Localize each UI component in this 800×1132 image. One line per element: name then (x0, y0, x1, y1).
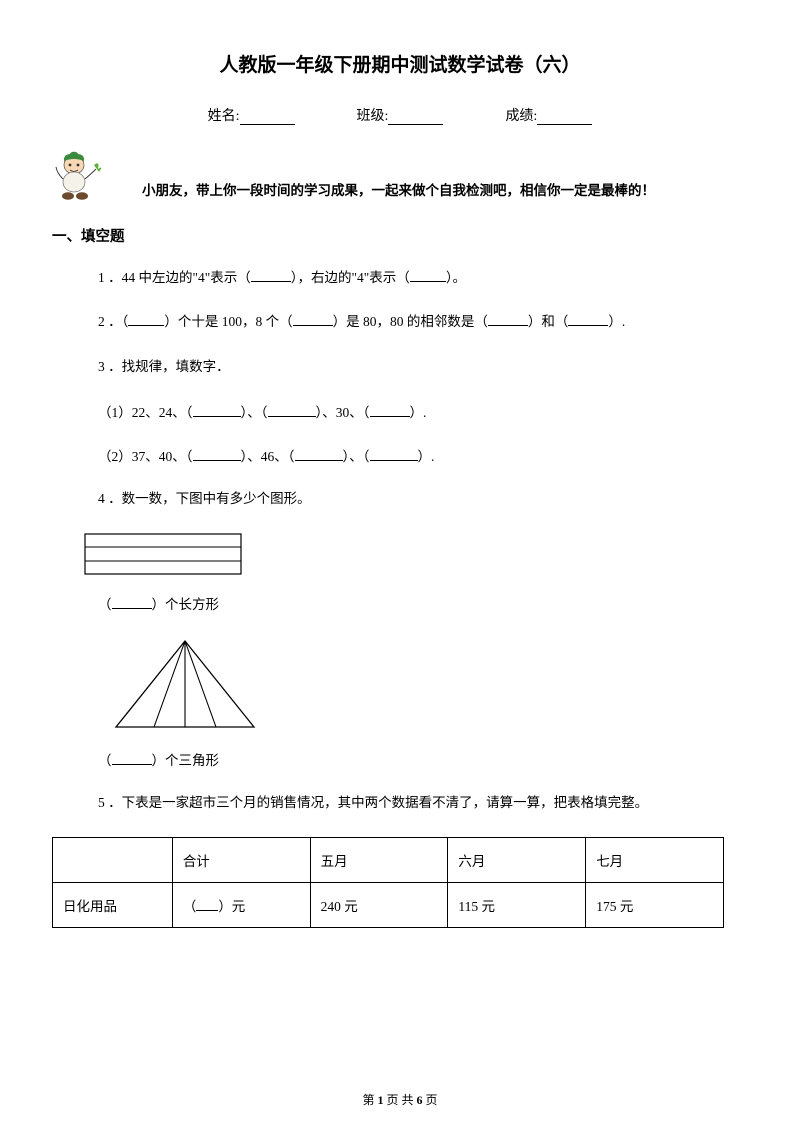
f-p3: 页 (423, 1093, 438, 1107)
r1c2b: ）元 (218, 899, 245, 914)
name-blank[interactable] (240, 111, 295, 125)
section-header-1: 一、填空题 (52, 225, 740, 246)
name-label: 姓名: (208, 105, 240, 125)
q3b-blank2[interactable] (295, 448, 343, 461)
table-row: 日化用品 （ ）元 240 元 115 元 175 元 (53, 883, 724, 928)
question-3-1: （1）22、24、（ ）、（ ）、30、（ ）. (98, 401, 740, 421)
q4-num: 4 ． (98, 491, 122, 506)
question-2: 2 ．（ ）个十是 100，8 个（ ）是 80，80 的相邻数是（ ）和（ ）. (98, 312, 740, 332)
score-blank[interactable] (537, 111, 592, 125)
rectangle-figure (84, 533, 740, 575)
q3a-p2: ）、（ (241, 405, 268, 420)
q3a-blank1[interactable] (193, 404, 241, 417)
class-label: 班级: (357, 105, 389, 125)
q3b-blank3[interactable] (370, 448, 418, 461)
th-jun: 六月 (448, 838, 586, 883)
q1-p2: ），右边的"4"表示（ (291, 270, 410, 285)
q1-num: 1 ． (98, 270, 122, 285)
page-title: 人教版一年级下册期中测试数学试卷（六） (60, 50, 740, 77)
q3-text: 找规律，填数字． (122, 359, 230, 374)
mascot-icon (54, 147, 106, 203)
q3a-p3: ）、30、（ (316, 405, 370, 420)
th-jul: 七月 (586, 838, 724, 883)
sales-table: 合计 五月 六月 七月 日化用品 （ ）元 240 元 115 元 175 元 (52, 837, 724, 928)
question-1: 1 ．44 中左边的"4"表示（ ），右边的"4"表示（ ）。 (98, 268, 740, 288)
rect-blank[interactable] (112, 596, 152, 609)
triangle-figure (110, 637, 740, 731)
info-line: 姓名: 班级: 成绩: (60, 105, 740, 125)
tc-p2: ）个三角形 (152, 753, 220, 768)
question-3-2: （2）37、40、（ ）、46、（ ）、（ ）. (98, 445, 740, 465)
r1c2a: （ (183, 899, 197, 914)
q1-p1: 44 中左边的"4"表示（ (122, 270, 251, 285)
q2-blank4[interactable] (568, 313, 608, 326)
q3b-p1: （2）37、40、（ (98, 449, 193, 464)
q1-p3: ）。 (446, 270, 466, 285)
tc-p1: （ (98, 753, 112, 768)
th-blank (53, 838, 173, 883)
q3b-p4: ）. (418, 449, 435, 464)
tri-blank[interactable] (112, 752, 152, 765)
row1-label: 日化用品 (53, 883, 173, 928)
q3a-blank3[interactable] (370, 404, 410, 417)
q5-num: 5 ． (98, 795, 122, 810)
page-footer: 第 1 页 共 6 页 (0, 1091, 800, 1108)
q2-p5: ）. (608, 314, 625, 329)
q3b-p3: ）、（ (343, 449, 370, 464)
q2-blank1[interactable] (128, 313, 164, 326)
f-p1: 第 (362, 1093, 377, 1107)
q2-p4: ）和（ (528, 314, 569, 329)
table-blank[interactable] (196, 898, 218, 911)
th-may: 五月 (310, 838, 448, 883)
question-5: 5 ．下表是一家超市三个月的销售情况，其中两个数据看不清了，请算一算，把表格填完… (98, 793, 740, 813)
q1-blank1[interactable] (251, 269, 291, 282)
q5-text: 下表是一家超市三个月的销售情况，其中两个数据看不清了，请算一算，把表格填完整。 (122, 795, 649, 810)
question-4: 4 ．数一数，下图中有多少个图形。 (98, 489, 740, 509)
q3a-p4: ）. (410, 405, 427, 420)
th-total: 合计 (172, 838, 310, 883)
q2-blank2[interactable] (293, 313, 333, 326)
rc-p2: ）个长方形 (152, 597, 220, 612)
q3-num: 3 ． (98, 359, 122, 374)
rect-caption: （ ）个长方形 (98, 593, 740, 613)
q3a-blank2[interactable] (268, 404, 316, 417)
q2-p1: （ (122, 314, 129, 329)
q3a-p1: （1）22、24、（ (98, 405, 193, 420)
score-label: 成绩: (505, 105, 537, 125)
class-blank[interactable] (388, 111, 443, 125)
q3b-blank1[interactable] (193, 448, 241, 461)
q4-text: 数一数，下图中有多少个图形。 (122, 491, 311, 506)
q2-blank3[interactable] (488, 313, 528, 326)
q3b-p2: ）、46、（ (241, 449, 295, 464)
table-row: 合计 五月 六月 七月 (53, 838, 724, 883)
intro-text: 小朋友，带上你一段时间的学习成果，一起来做个自我检测吧，相信你一定是最棒的！ (142, 179, 655, 203)
q2-p3: ）是 80，80 的相邻数是（ (333, 314, 488, 329)
row1-may: 240 元 (310, 883, 448, 928)
q2-p2: ）个十是 100，8 个（ (164, 314, 292, 329)
q1-blank2[interactable] (410, 269, 446, 282)
row1-jun: 115 元 (448, 883, 586, 928)
row1-total: （ ）元 (172, 883, 310, 928)
row1-jul: 175 元 (586, 883, 724, 928)
tri-caption: （ ）个三角形 (98, 749, 740, 769)
question-3: 3 ．找规律，填数字． (98, 357, 740, 377)
f-p2: 页 共 (383, 1093, 416, 1107)
rc-p1: （ (98, 597, 112, 612)
q2-num: 2 ． (98, 314, 122, 329)
